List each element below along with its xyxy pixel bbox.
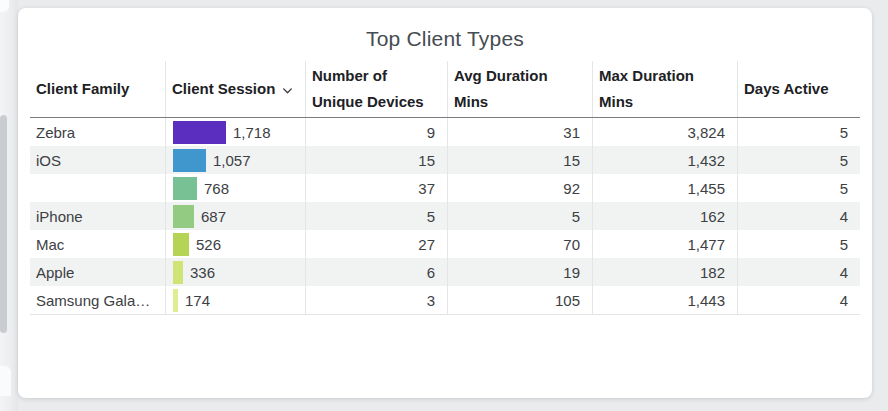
column-header-label: Days Active bbox=[744, 76, 850, 102]
avg-duration-cell: 19 bbox=[447, 258, 592, 286]
days-active-cell: 5 bbox=[737, 230, 860, 258]
avg-duration-cell: 31 bbox=[447, 118, 592, 146]
avg-duration-cell: 92 bbox=[447, 174, 592, 202]
max-duration-cell: 1,443 bbox=[592, 286, 737, 314]
days-active-cell: 4 bbox=[737, 258, 860, 286]
client-sessions-cell: 768 bbox=[165, 174, 305, 202]
column-header-client-sessions[interactable]: Client Session bbox=[165, 61, 305, 117]
column-header-label: Number of bbox=[312, 63, 437, 89]
column-header-unique-devices[interactable]: Number of Unique Devices bbox=[305, 61, 447, 117]
top-client-types-card: Top Client Types Client Family Client Se… bbox=[18, 8, 872, 398]
unique-devices-cell: 5 bbox=[305, 202, 447, 230]
unique-devices-cell: 15 bbox=[305, 146, 447, 174]
left-gutter bbox=[0, 0, 18, 411]
session-value-label: 1,718 bbox=[233, 124, 271, 141]
client-family-cell: iPhone bbox=[30, 202, 165, 230]
max-duration-cell: 182 bbox=[592, 258, 737, 286]
max-duration-cell: 1,477 bbox=[592, 230, 737, 258]
column-header-days-active[interactable]: Days Active bbox=[737, 61, 860, 117]
session-bar bbox=[173, 149, 206, 172]
session-bar bbox=[173, 205, 194, 228]
unique-devices-cell: 37 bbox=[305, 174, 447, 202]
unique-devices-cell: 6 bbox=[305, 258, 447, 286]
client-sessions-cell: 526 bbox=[165, 230, 305, 258]
table-row: Mac 526 27701,4775 bbox=[30, 230, 860, 258]
avg-duration-cell: 5 bbox=[447, 202, 592, 230]
table-row: Apple 336 6191824 bbox=[30, 258, 860, 286]
column-header-label: Avg Duration bbox=[454, 63, 582, 89]
session-bar bbox=[173, 177, 197, 200]
column-header-label: Mins bbox=[599, 89, 727, 115]
days-active-cell: 5 bbox=[737, 174, 860, 202]
client-family-cell bbox=[30, 174, 165, 202]
max-duration-cell: 1,455 bbox=[592, 174, 737, 202]
page-title: Top Client Types bbox=[18, 27, 872, 51]
days-active-cell: 4 bbox=[737, 286, 860, 314]
max-duration-cell: 3,824 bbox=[592, 118, 737, 146]
days-active-cell: 5 bbox=[737, 118, 860, 146]
days-active-cell: 5 bbox=[737, 146, 860, 174]
session-bar bbox=[173, 289, 178, 312]
client-family-cell: Zebra bbox=[30, 118, 165, 146]
client-family-cell: Apple bbox=[30, 258, 165, 286]
client-family-cell: Samsung Gala… bbox=[30, 286, 165, 314]
column-header-label: Client Family bbox=[36, 76, 155, 102]
session-value-label: 526 bbox=[196, 236, 221, 253]
session-bar bbox=[173, 233, 189, 256]
unique-devices-cell: 27 bbox=[305, 230, 447, 258]
client-sessions-cell: 174 bbox=[165, 286, 305, 314]
table-row: Zebra 1,718 9313,8245 bbox=[30, 118, 860, 146]
table-row: 768 37921,4555 bbox=[30, 174, 860, 202]
avg-duration-cell: 70 bbox=[447, 230, 592, 258]
column-header-avg-duration[interactable]: Avg Duration Mins bbox=[447, 61, 592, 117]
session-bar bbox=[173, 261, 183, 284]
client-family-cell: Mac bbox=[30, 230, 165, 258]
session-value-label: 336 bbox=[190, 264, 215, 281]
session-bar bbox=[173, 121, 226, 144]
adjacent-card-edge-bottom bbox=[0, 366, 11, 396]
chevron-down-icon[interactable] bbox=[281, 84, 294, 97]
avg-duration-cell: 105 bbox=[447, 286, 592, 314]
client-sessions-cell: 1,718 bbox=[165, 118, 305, 146]
client-sessions-cell: 687 bbox=[165, 202, 305, 230]
column-header-label: Unique Devices bbox=[312, 89, 437, 115]
days-active-cell: 4 bbox=[737, 202, 860, 230]
max-duration-cell: 162 bbox=[592, 202, 737, 230]
client-sessions-cell: 1,057 bbox=[165, 146, 305, 174]
column-header-label: Mins bbox=[454, 89, 582, 115]
max-duration-cell: 1,432 bbox=[592, 146, 737, 174]
column-header-label: Max Duration bbox=[599, 63, 727, 89]
table-row: iPhone687551624 bbox=[30, 202, 860, 230]
table-row: Samsung Gala… 174 31051,4434 bbox=[30, 286, 860, 314]
client-sessions-cell: 336 bbox=[165, 258, 305, 286]
session-value-label: 768 bbox=[204, 180, 229, 197]
unique-devices-cell: 9 bbox=[305, 118, 447, 146]
column-header-client-family[interactable]: Client Family bbox=[30, 61, 165, 117]
table-body: Zebra1,7189313,8245iOS1,05715151,4325768… bbox=[30, 118, 860, 315]
unique-devices-cell: 3 bbox=[305, 286, 447, 314]
adjacent-card-edge-top bbox=[0, 0, 9, 12]
client-family-cell: iOS bbox=[30, 146, 165, 174]
session-value-label: 174 bbox=[185, 292, 210, 309]
table-row: iOS1,05715151,4325 bbox=[30, 146, 860, 174]
session-value-label: 687 bbox=[201, 208, 226, 225]
client-types-table: Client Family Client Session Number of U… bbox=[30, 61, 860, 315]
avg-duration-cell: 15 bbox=[447, 146, 592, 174]
column-header-max-duration[interactable]: Max Duration Mins bbox=[592, 61, 737, 117]
table-header-row: Client Family Client Session Number of U… bbox=[30, 61, 860, 118]
column-header-label: Client Session bbox=[172, 76, 275, 102]
vertical-scrollbar-thumb[interactable] bbox=[0, 115, 7, 333]
session-value-label: 1,057 bbox=[213, 152, 251, 169]
